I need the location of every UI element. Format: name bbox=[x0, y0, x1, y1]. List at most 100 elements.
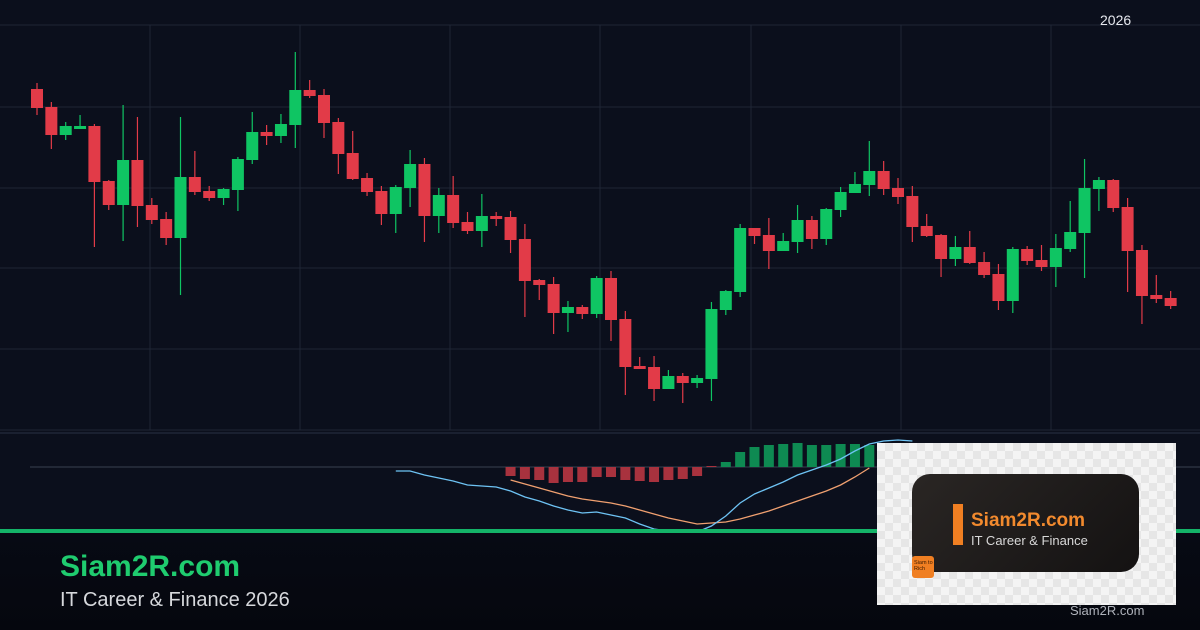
candle-up bbox=[432, 195, 445, 216]
candle-down bbox=[877, 171, 890, 189]
watermark: Siam2R.com bbox=[1070, 603, 1145, 618]
candle-up bbox=[820, 209, 833, 239]
candle-up bbox=[274, 124, 287, 136]
candle-up bbox=[791, 220, 804, 242]
candle-down bbox=[748, 228, 761, 236]
candle-down bbox=[935, 235, 948, 259]
candle-down bbox=[160, 219, 173, 238]
candle-up bbox=[475, 216, 488, 231]
candle-down bbox=[361, 178, 374, 192]
candle-down bbox=[906, 196, 919, 227]
candle-down bbox=[533, 280, 546, 285]
candle-down bbox=[318, 95, 330, 123]
candle-down bbox=[762, 235, 775, 251]
histogram-bar bbox=[577, 467, 588, 482]
signal-line bbox=[510, 467, 870, 525]
candle-down bbox=[648, 367, 661, 389]
candle-up bbox=[1092, 180, 1105, 189]
site-name: Siam2R.com bbox=[60, 550, 241, 583]
histogram-bar bbox=[505, 467, 516, 476]
candle-up bbox=[590, 278, 603, 314]
histogram-bar bbox=[620, 467, 631, 480]
candle-up bbox=[705, 309, 718, 379]
logo-bar-icon bbox=[953, 504, 963, 545]
candle-down bbox=[1107, 180, 1120, 208]
candle-down bbox=[1121, 207, 1134, 251]
histogram-bar bbox=[692, 467, 703, 476]
histogram-bar bbox=[706, 466, 717, 467]
candle-down bbox=[805, 220, 818, 239]
histogram-bar bbox=[849, 444, 860, 467]
logo-title: Siam2R.com bbox=[971, 510, 1086, 531]
candle-up bbox=[246, 132, 259, 160]
candle-up bbox=[289, 90, 302, 125]
candle-up bbox=[719, 291, 732, 310]
histogram-bar bbox=[562, 467, 573, 482]
candle-down bbox=[102, 181, 115, 205]
candle-down bbox=[518, 239, 531, 281]
candle-down bbox=[1150, 295, 1163, 299]
candle-down bbox=[375, 191, 388, 214]
candle-up bbox=[1064, 232, 1077, 249]
logo-card: Siam2R.com IT Career & Finance bbox=[912, 474, 1139, 572]
candle-up bbox=[389, 187, 402, 214]
histogram-bar bbox=[864, 445, 875, 467]
candle-up bbox=[1049, 248, 1062, 267]
candle-up bbox=[231, 159, 244, 190]
histogram-bar bbox=[663, 467, 674, 480]
histogram-bar bbox=[735, 452, 746, 467]
logo-image: Siam2R.com IT Career & Finance Siam to R… bbox=[877, 443, 1176, 605]
candle-up bbox=[777, 241, 790, 251]
candle-up bbox=[691, 378, 704, 383]
candle-down bbox=[605, 278, 617, 320]
candle-up bbox=[848, 184, 861, 193]
candle-down bbox=[978, 262, 991, 275]
macd-line bbox=[395, 439, 913, 533]
histogram-bar bbox=[778, 444, 789, 467]
candle-up bbox=[949, 247, 962, 259]
candle-up bbox=[1006, 249, 1019, 301]
candle-down bbox=[88, 126, 101, 182]
candle-up bbox=[561, 307, 574, 313]
candle-down bbox=[45, 107, 58, 135]
histogram-bar bbox=[606, 467, 616, 477]
candle-up bbox=[174, 177, 187, 238]
histogram-bar bbox=[634, 467, 645, 481]
candle-down bbox=[547, 284, 560, 313]
logo-subtitle: IT Career & Finance bbox=[971, 533, 1088, 548]
candle-down bbox=[1135, 250, 1148, 296]
candle-down bbox=[1021, 249, 1034, 261]
candle-up bbox=[662, 376, 675, 389]
histogram-bar bbox=[649, 467, 660, 482]
histogram-bar bbox=[806, 445, 817, 467]
candle-up bbox=[734, 228, 747, 292]
candle-down bbox=[633, 366, 646, 369]
candle-down bbox=[260, 132, 273, 136]
candle-down bbox=[346, 153, 359, 179]
candle-up bbox=[1078, 188, 1091, 233]
histogram-bar bbox=[763, 445, 774, 467]
candle-down bbox=[963, 247, 976, 263]
histogram-bar bbox=[591, 467, 602, 477]
histogram-bar bbox=[534, 467, 545, 480]
candle-down bbox=[131, 160, 144, 206]
histogram-bar bbox=[792, 443, 803, 467]
histogram-bar bbox=[519, 467, 530, 479]
candle-up bbox=[863, 171, 876, 185]
candle-up bbox=[74, 126, 87, 129]
time-axis-year-label: 2026 bbox=[1100, 12, 1132, 28]
candle-up bbox=[404, 164, 417, 188]
candle-down bbox=[576, 307, 589, 314]
candle-down bbox=[203, 191, 216, 198]
candle-down bbox=[145, 205, 158, 220]
histogram-bar bbox=[677, 467, 688, 479]
candle-up bbox=[117, 160, 130, 205]
candle-down bbox=[188, 177, 201, 192]
candle-down bbox=[418, 164, 431, 216]
candle-up bbox=[59, 126, 72, 135]
histogram-bar bbox=[749, 447, 760, 467]
candle-down bbox=[1164, 298, 1177, 306]
candle-down bbox=[31, 89, 43, 108]
candle-down bbox=[303, 90, 316, 96]
price-chart bbox=[0, 24, 1200, 533]
